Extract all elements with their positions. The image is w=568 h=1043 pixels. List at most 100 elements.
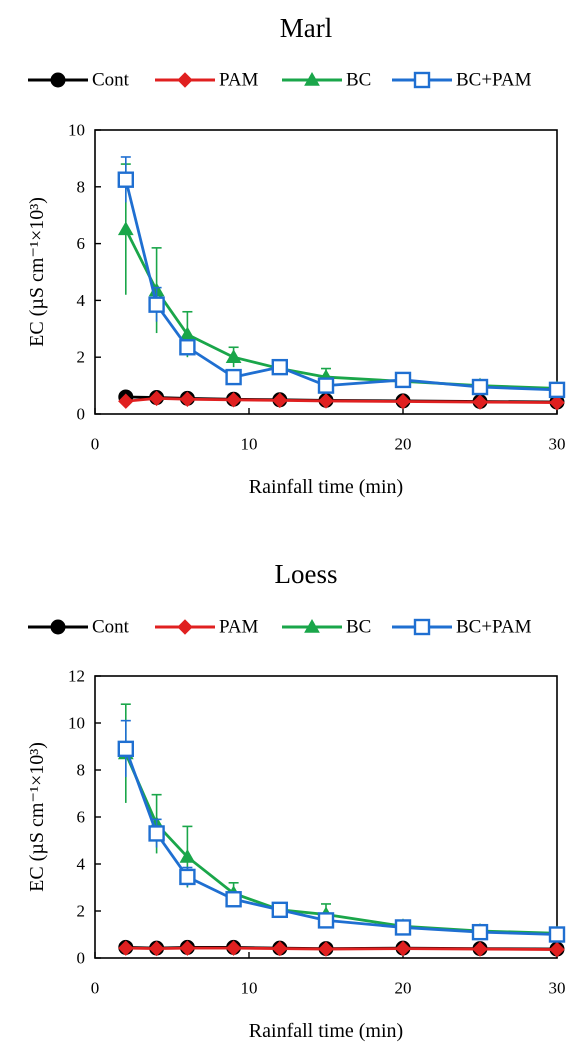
legend-label: BC: [346, 617, 371, 638]
y-tick-label: 12: [68, 667, 85, 686]
legend-label: Cont: [92, 70, 130, 91]
legend-swatch-marker: [413, 618, 431, 636]
x-tick-label: 10: [241, 979, 258, 998]
x-tick-label: 0: [91, 435, 100, 454]
legend-swatch-marker: [177, 72, 193, 88]
data-point: [471, 923, 489, 941]
data-point: [148, 825, 165, 842]
series-pam: [118, 940, 565, 958]
data-point: [548, 926, 566, 943]
series-bc: [117, 163, 565, 395]
legend-swatch-marker: [304, 618, 320, 633]
chart-marl: Marl Cont PAM BC BC+PAM 0 2 4 6 8 10 0 10 20 30 Rainfal…: [26, 13, 566, 498]
data-point: [549, 941, 565, 958]
legend-swatch-marker: [177, 619, 193, 635]
y-tick-label: 2: [77, 902, 86, 921]
data-point: [225, 940, 242, 956]
data-point: [148, 390, 165, 407]
y-tick-label: 8: [77, 761, 86, 780]
data-point: [225, 392, 242, 408]
legend-label: PAM: [219, 617, 259, 638]
data-point: [272, 392, 288, 409]
y-axis-label: EC (µS cm⁻¹×10³): [26, 742, 48, 892]
y-tick-label: 4: [77, 855, 86, 874]
data-point: [317, 377, 335, 394]
legend: Cont PAM BC BC+PAM: [28, 70, 532, 91]
y-tick-label: 10: [68, 121, 85, 140]
data-point: [179, 848, 196, 863]
y-tick-label: 8: [77, 177, 86, 196]
legend-swatch-marker: [413, 71, 431, 89]
y-tick-label: 4: [77, 291, 86, 310]
x-tick-label: 0: [91, 979, 100, 998]
x-axis-label: Rainfall time (min): [249, 1020, 403, 1042]
data-point: [179, 940, 196, 956]
data-point: [118, 940, 134, 956]
legend-item-pam: PAM: [155, 70, 259, 91]
legend-label: BC+PAM: [456, 617, 532, 638]
data-point: [225, 368, 242, 386]
data-point: [225, 349, 242, 363]
series-pam: [118, 390, 565, 411]
legend-label: BC: [346, 70, 371, 91]
legend-item-bc: BC: [282, 617, 371, 638]
x-tick-label: 30: [549, 979, 566, 998]
legend-swatch-marker: [50, 72, 66, 88]
series-bc-pam: [117, 156, 566, 399]
y-tick-label: 0: [77, 405, 86, 424]
legend-label: PAM: [219, 70, 259, 91]
data-point: [179, 339, 196, 356]
data-point: [394, 371, 412, 389]
legend-item-bc-pam: BC+PAM: [392, 70, 532, 91]
legend-item-cont: Cont: [28, 617, 130, 638]
chart-title: Loess: [275, 559, 338, 589]
data-point: [471, 378, 489, 396]
y-axis-label: EC (µS cm⁻¹×10³): [26, 197, 48, 347]
data-point: [472, 394, 488, 410]
data-point: [117, 221, 134, 236]
x-tick-label: 10: [241, 435, 258, 454]
data-point: [272, 940, 288, 957]
legend: Cont PAM BC BC+PAM: [28, 617, 532, 638]
series-bc: [117, 703, 565, 940]
data-point: [179, 868, 196, 886]
data-point: [225, 891, 242, 908]
series-line: [124, 748, 558, 936]
y-tick-label: 6: [77, 808, 86, 827]
y-tick-label: 6: [77, 234, 86, 253]
data-point: [549, 394, 565, 411]
legend-label: BC+PAM: [456, 70, 532, 91]
legend-swatch-marker: [304, 71, 320, 86]
data-point: [394, 919, 412, 936]
legend-item-pam: PAM: [155, 617, 259, 638]
chart-loess: Loess Cont PAM BC BC+PAM 0 2 4 6 8 10 12 0 10 20 30 Rain…: [26, 559, 566, 1042]
data-point: [118, 393, 134, 409]
series-line: [124, 752, 558, 935]
data-point: [395, 393, 411, 410]
legend-swatch-marker: [50, 619, 66, 635]
legend-label: Cont: [92, 617, 130, 638]
data-point: [117, 171, 135, 188]
data-point: [472, 941, 488, 957]
y-tick-label: 2: [77, 348, 86, 367]
x-tick-label: 30: [549, 435, 566, 454]
chart-title: Marl: [280, 13, 332, 43]
legend-item-cont: Cont: [28, 70, 130, 91]
y-tick-label: 0: [77, 949, 86, 968]
series-line: [124, 228, 558, 390]
data-point: [318, 941, 334, 957]
series-line: [124, 179, 558, 392]
x-tick-label: 20: [395, 979, 412, 998]
data-point: [117, 740, 135, 758]
plot-area: [94, 129, 558, 415]
data-point: [395, 940, 411, 957]
data-point: [148, 940, 165, 957]
data-point: [271, 901, 288, 919]
data-point: [271, 358, 288, 376]
legend-item-bc: BC: [282, 70, 371, 91]
series-bc-pam: [117, 719, 566, 943]
data-point: [318, 393, 334, 409]
legend-item-bc-pam: BC+PAM: [392, 617, 532, 638]
data-point: [148, 296, 165, 313]
data-point: [179, 391, 196, 407]
